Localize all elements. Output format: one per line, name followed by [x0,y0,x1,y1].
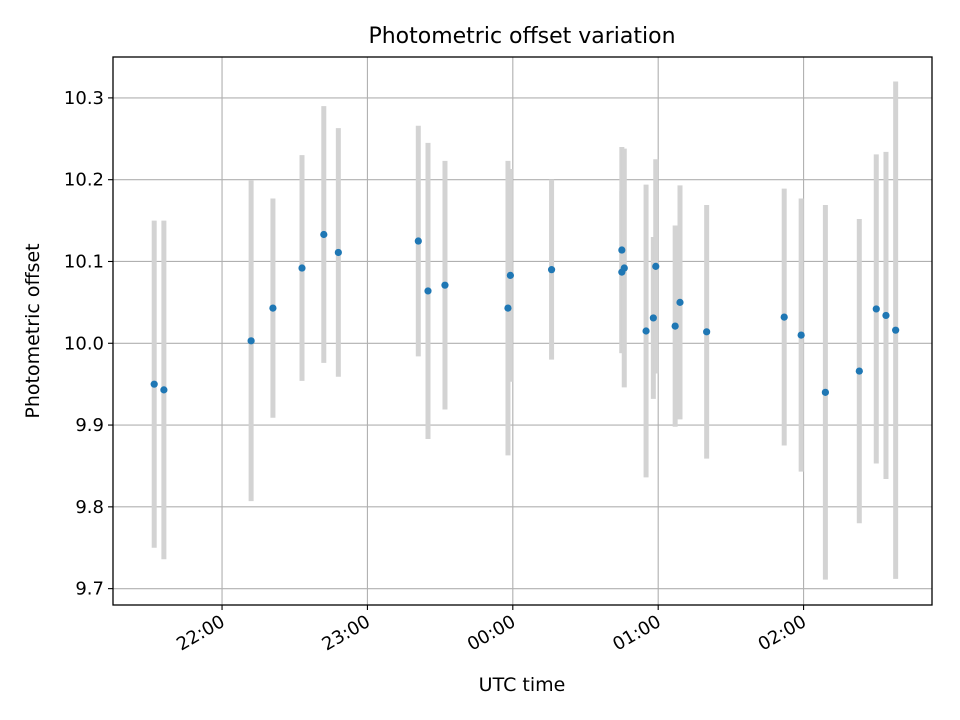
data-point [821,388,829,396]
y-tick-label: 10.2 [64,170,104,191]
y-tick-label: 9.9 [75,415,104,436]
data-point [855,367,863,375]
y-tick-label: 9.7 [75,579,104,600]
grid [113,57,932,605]
data-point [620,264,628,272]
data-point [618,246,626,254]
x-tick-label: 00:00 [464,611,519,655]
data-point [504,304,512,312]
error-bars [151,81,899,580]
data-point [676,298,684,306]
data-point [671,322,679,330]
data-point [797,331,805,339]
x-tick-label: 22:00 [173,611,228,655]
data-point [652,262,660,270]
data-point [642,327,650,335]
data-point [703,328,711,336]
data-point [506,271,514,279]
data-point [150,380,158,388]
y-tick-label: 10.3 [64,88,104,109]
data-point [269,304,277,312]
y-axis-label: Photometric offset [22,243,44,418]
data-point [298,264,306,272]
data-point [160,386,168,394]
x-tick-label: 23:00 [318,611,373,655]
x-tick-label: 02:00 [755,611,810,655]
data-point [780,313,788,321]
y-tick-label: 10.1 [64,251,104,272]
y-tick-label: 10.0 [64,333,104,354]
data-points [150,230,900,396]
x-axis-label: UTC time [479,674,566,696]
y-tick-label: 9.8 [75,497,104,518]
data-point [424,287,432,295]
plot-frame [112,56,933,606]
data-point [414,237,422,245]
data-point [441,281,449,289]
data-point [882,311,890,320]
data-point [872,305,880,313]
y-axis-ticks: 9.7 9.8 9.9 10.0 10.1 10.2 10.3 [64,88,113,600]
data-point [247,337,255,345]
data-point [547,266,556,274]
data-point [334,248,342,257]
x-tick-label: 01:00 [609,611,664,655]
data-point [320,230,328,239]
x-axis-ticks: 22:00 23:00 00:00 01:00 02:00 [173,605,810,655]
data-point [649,314,657,322]
chart-title: Photometric offset variation [368,24,675,49]
data-point [892,326,900,334]
